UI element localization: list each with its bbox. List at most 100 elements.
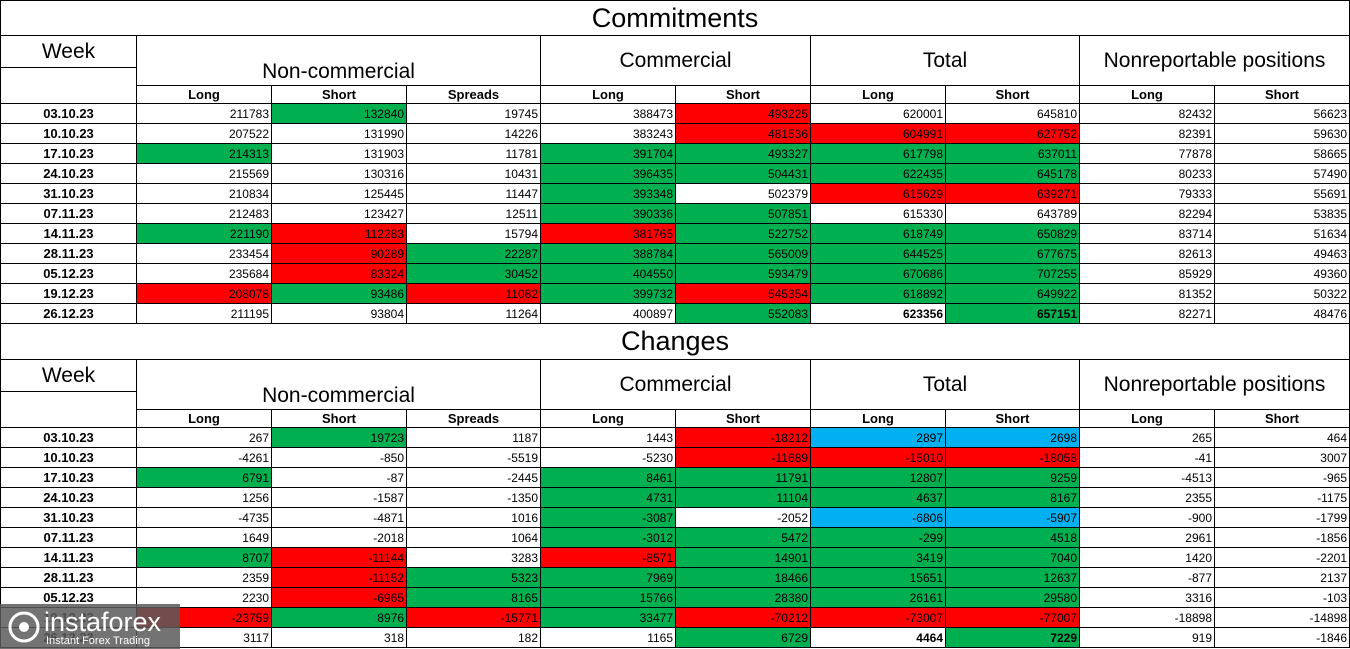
value-cell: 49360 (1215, 264, 1350, 284)
value-cell: 90289 (272, 244, 407, 264)
value-cell: 604991 (811, 124, 946, 144)
value-cell: -3087 (541, 508, 676, 528)
value-cell: 56623 (1215, 104, 1350, 124)
value-cell: 617798 (811, 144, 946, 164)
value-cell: 51634 (1215, 224, 1350, 244)
sub-header: Short (1215, 410, 1350, 428)
value-cell: -73007 (811, 608, 946, 628)
value-cell: 615629 (811, 184, 946, 204)
value-cell: 4518 (946, 528, 1080, 548)
sub-header: Long (1080, 410, 1215, 428)
value-cell: 3117 (137, 628, 272, 648)
value-cell: 7040 (946, 548, 1080, 568)
value-cell: 182 (407, 628, 541, 648)
value-cell: -15771 (407, 608, 541, 628)
value-cell: 464 (1215, 428, 1350, 448)
value-cell: 85929 (1080, 264, 1215, 284)
value-cell: 11791 (676, 468, 811, 488)
value-cell: 645178 (946, 164, 1080, 184)
value-cell: 93486 (272, 284, 407, 304)
sub-header: Short (676, 86, 811, 104)
value-cell: 15794 (407, 224, 541, 244)
week-header-filler (0, 392, 137, 428)
value-cell: -14898 (1215, 608, 1350, 628)
value-cell: 33477 (541, 608, 676, 628)
value-cell: 82271 (1080, 304, 1215, 324)
sub-header: Short (1215, 86, 1350, 104)
sub-header: Short (946, 86, 1080, 104)
value-cell: 83324 (272, 264, 407, 284)
value-cell: -850 (272, 448, 407, 468)
value-cell: -1846 (1215, 628, 1350, 648)
week-cell: 31.10.23 (0, 184, 137, 204)
sub-header: Long (1080, 86, 1215, 104)
value-cell: 9259 (946, 468, 1080, 488)
value-cell: 30452 (407, 264, 541, 284)
value-cell: -5519 (407, 448, 541, 468)
value-cell: 53835 (1215, 204, 1350, 224)
value-cell: -87 (272, 468, 407, 488)
value-cell: 14901 (676, 548, 811, 568)
value-cell: 3316 (1080, 588, 1215, 608)
value-cell: 3283 (407, 548, 541, 568)
value-cell: 11447 (407, 184, 541, 204)
value-cell: 82391 (1080, 124, 1215, 144)
value-cell: 391704 (541, 144, 676, 164)
value-cell: 80233 (1080, 164, 1215, 184)
group-header: Total (811, 360, 1080, 410)
value-cell: 7229 (946, 628, 1080, 648)
value-cell: 112283 (272, 224, 407, 244)
value-cell: 2961 (1080, 528, 1215, 548)
value-cell: -18212 (676, 428, 811, 448)
value-cell: 15766 (541, 588, 676, 608)
value-cell: 1420 (1080, 548, 1215, 568)
value-cell: 131990 (272, 124, 407, 144)
week-cell: 19.12.23 (0, 284, 137, 304)
week-header-filler (0, 68, 137, 104)
value-cell: 677675 (946, 244, 1080, 264)
value-cell: 215569 (137, 164, 272, 184)
value-cell: 657151 (946, 304, 1080, 324)
value-cell: -11144 (272, 548, 407, 568)
group-header: Non-commercial (137, 36, 541, 86)
value-cell: 565009 (676, 244, 811, 264)
sub-header: Long (137, 86, 272, 104)
value-cell: 123427 (272, 204, 407, 224)
week-cell: 17.10.23 (0, 468, 137, 488)
value-cell: 208078 (137, 284, 272, 304)
value-cell: 2137 (1215, 568, 1350, 588)
value-cell: 1443 (541, 428, 676, 448)
value-cell: 1064 (407, 528, 541, 548)
value-cell: 545354 (676, 284, 811, 304)
value-cell: 627752 (946, 124, 1080, 144)
value-cell: 481536 (676, 124, 811, 144)
value-cell: 919 (1080, 628, 1215, 648)
value-cell: 552083 (676, 304, 811, 324)
value-cell: 5472 (676, 528, 811, 548)
value-cell: -11152 (272, 568, 407, 588)
sub-header: Short (272, 86, 407, 104)
value-cell: -4871 (272, 508, 407, 528)
week-cell: 10.10.23 (0, 124, 137, 144)
value-cell: -6806 (811, 508, 946, 528)
value-cell: 388473 (541, 104, 676, 124)
value-cell: -1856 (1215, 528, 1350, 548)
value-cell: 19723 (272, 428, 407, 448)
group-header: Commercial (541, 360, 811, 410)
group-header: Non-commercial (137, 360, 541, 410)
value-cell: 593479 (676, 264, 811, 284)
value-cell: 212483 (137, 204, 272, 224)
value-cell: 1256 (137, 488, 272, 508)
table-title: Commitments (0, 0, 1350, 36)
value-cell: 393348 (541, 184, 676, 204)
value-cell: 670686 (811, 264, 946, 284)
value-cell: 618892 (811, 284, 946, 304)
table-title: Changes (0, 324, 1350, 360)
value-cell: 11781 (407, 144, 541, 164)
value-cell: 132840 (272, 104, 407, 124)
value-cell: 211195 (137, 304, 272, 324)
sub-header: Long (811, 410, 946, 428)
week-cell: 10.10.23 (0, 448, 137, 468)
value-cell: -18898 (1080, 608, 1215, 628)
